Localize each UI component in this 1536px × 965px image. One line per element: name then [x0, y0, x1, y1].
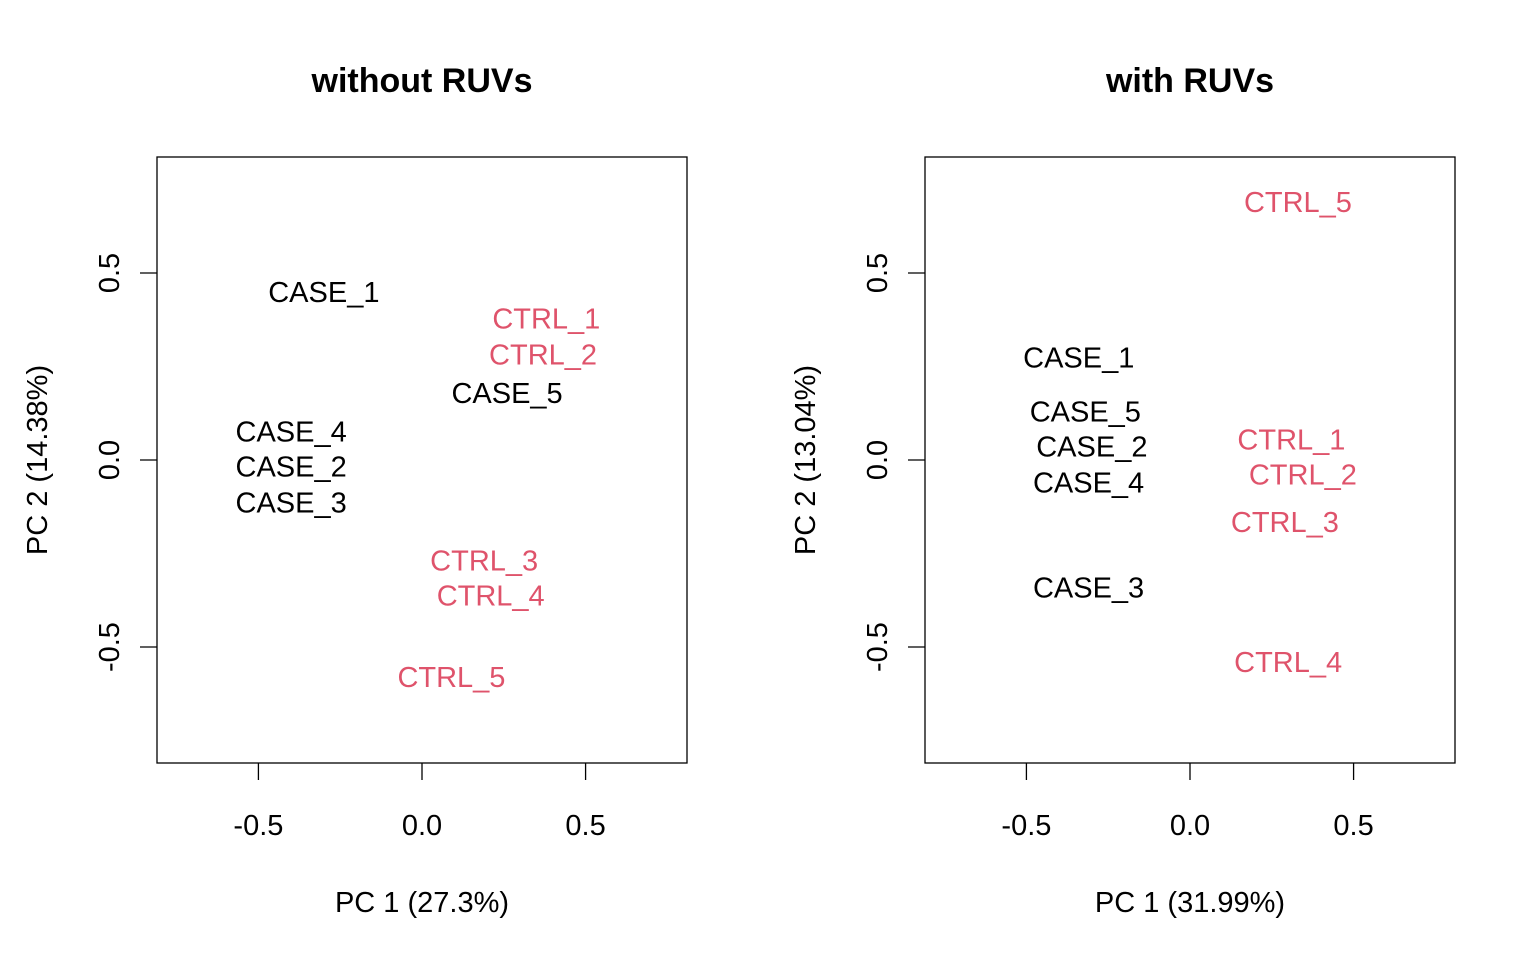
x-tick-label: 0.0 [402, 810, 442, 842]
y-axis-label: PC 2 (14.38%) [22, 365, 54, 555]
y-tick-label: 0.5 [94, 253, 126, 293]
point-label-ctrl-4: CTRL_4 [1234, 647, 1342, 679]
x-tick-label: -0.5 [233, 810, 283, 842]
point-label-case-1: CASE_1 [268, 277, 379, 309]
chart-title: with RUVs [1105, 62, 1274, 100]
plot-frame [924, 156, 1456, 764]
point-label-ctrl-1: CTRL_1 [1237, 424, 1345, 456]
y-axis-label: PC 2 (13.04%) [790, 365, 822, 555]
chart-title: without RUVs [311, 62, 533, 100]
point-label-case-4: CASE_4 [236, 417, 347, 449]
point-label-case-2: CASE_2 [1036, 432, 1147, 464]
point-label-case-5: CASE_5 [1030, 397, 1141, 429]
point-label-ctrl-5: CTRL_5 [397, 662, 505, 694]
point-label-ctrl-2: CTRL_2 [1249, 459, 1357, 491]
point-label-case-4: CASE_4 [1033, 467, 1144, 499]
x-axis-label: PC 1 (27.3%) [335, 887, 509, 919]
point-label-ctrl-5: CTRL_5 [1244, 187, 1352, 219]
y-tick-label: 0.0 [94, 440, 126, 480]
point-label-case-2: CASE_2 [236, 452, 347, 484]
y-tick-label: 0.0 [862, 440, 894, 480]
point-label-ctrl-4: CTRL_4 [437, 580, 545, 612]
x-tick-label: 0.5 [565, 810, 605, 842]
x-tick-label: 0.0 [1170, 810, 1210, 842]
point-label-case-3: CASE_3 [236, 488, 347, 520]
y-tick-label: -0.5 [94, 622, 126, 672]
point-label-ctrl-1: CTRL_1 [492, 304, 600, 336]
x-axis-label: PC 1 (31.99%) [1095, 887, 1285, 919]
point-label-case-5: CASE_5 [451, 378, 562, 410]
point-label-ctrl-3: CTRL_3 [430, 545, 538, 577]
y-tick-label: 0.5 [862, 253, 894, 293]
x-tick-label: 0.5 [1333, 810, 1373, 842]
point-label-case-3: CASE_3 [1033, 572, 1144, 604]
x-tick-label: -0.5 [1001, 810, 1051, 842]
y-tick-label: -0.5 [862, 622, 894, 672]
point-label-ctrl-2: CTRL_2 [489, 340, 597, 372]
point-label-case-1: CASE_1 [1023, 342, 1134, 374]
point-label-ctrl-3: CTRL_3 [1231, 507, 1339, 539]
